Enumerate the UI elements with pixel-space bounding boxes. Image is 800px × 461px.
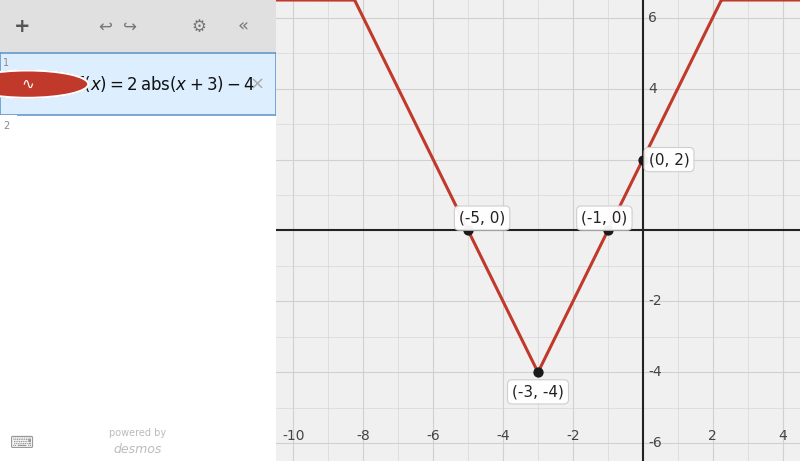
Text: 1: 1 [2, 58, 9, 68]
Point [637, 156, 650, 163]
Text: «: « [238, 18, 248, 35]
Text: -4: -4 [496, 429, 510, 443]
Text: $f\,(x) = 2\,\mathrm{abs}(x+3)-4$: $f\,(x) = 2\,\mathrm{abs}(x+3)-4$ [74, 74, 254, 94]
Text: -6: -6 [426, 429, 440, 443]
Text: (-5, 0): (-5, 0) [459, 211, 506, 225]
Text: ⚙: ⚙ [191, 18, 206, 35]
Text: -2: -2 [566, 429, 580, 443]
Circle shape [0, 71, 88, 98]
Text: 2: 2 [708, 429, 717, 443]
Text: +: + [14, 17, 30, 36]
Text: (-1, 0): (-1, 0) [582, 211, 627, 225]
Text: (0, 2): (0, 2) [649, 152, 690, 167]
Text: ↪: ↪ [122, 18, 137, 35]
Text: 2: 2 [3, 121, 10, 131]
Point [602, 227, 614, 234]
Text: -4: -4 [648, 366, 662, 379]
Text: powered by: powered by [110, 428, 166, 438]
Text: ↩: ↩ [98, 18, 112, 35]
Text: ⌨: ⌨ [10, 433, 34, 452]
Point [462, 227, 474, 234]
Text: -2: -2 [648, 295, 662, 308]
Text: 4: 4 [648, 82, 657, 95]
Text: 4: 4 [778, 429, 787, 443]
Point [531, 369, 544, 376]
Text: desmos: desmos [114, 443, 162, 456]
Text: 6: 6 [648, 11, 657, 25]
Text: -8: -8 [357, 429, 370, 443]
Text: ∿: ∿ [22, 77, 34, 92]
Text: (-3, -4): (-3, -4) [512, 384, 564, 399]
Text: ×: × [249, 75, 264, 93]
Text: -6: -6 [648, 436, 662, 450]
Text: -10: -10 [282, 429, 305, 443]
Text: 2: 2 [648, 153, 657, 166]
